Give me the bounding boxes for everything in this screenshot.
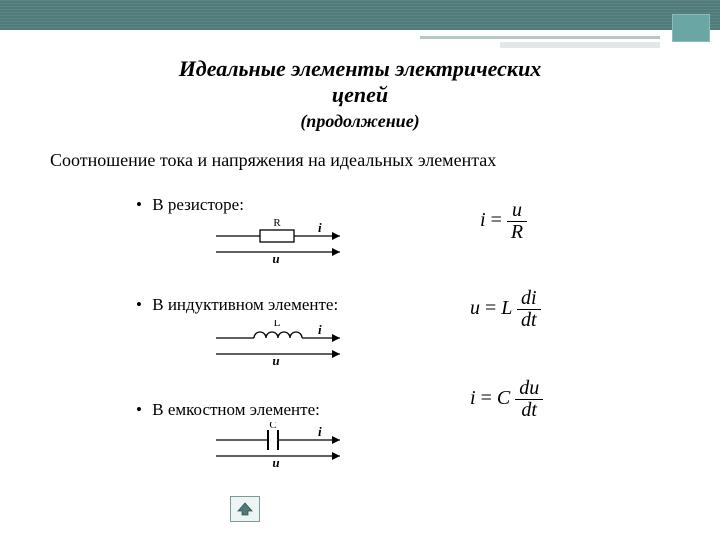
formula-r-lhs: i [480,209,486,231]
formula-r-den: R [507,221,527,243]
capacitor-u-label: u [272,455,279,468]
inductor-i-label: i [318,322,322,337]
formula-r-num: u [507,200,527,221]
resistor-diagram: R i u [210,218,360,264]
inductor-diagram: L i u [210,320,360,366]
slide-title: Идеальные элементы электрических цепей (… [0,56,720,132]
resistor-symbol: R [273,218,281,229]
bullet-capacitor: В емкостном элементе: [130,400,320,420]
inductor-symbol: L [274,320,281,329]
inductor-u-label: u [272,353,279,366]
formula-inductor: u = L di dt [470,288,541,331]
nav-up-button[interactable] [230,496,260,522]
formula-l-coef: L [501,297,512,319]
slide: Идеальные элементы электрических цепей (… [0,0,720,540]
bullet-capacitor-label: В емкостном элементе: [152,400,320,419]
formula-resistor: i = u R [480,200,527,243]
intro-text: Соотношение тока и напряжения на идеальн… [50,150,680,171]
capacitor-symbol: C [269,422,276,431]
bullet-inductor-label: В индуктивном элементе: [152,295,338,314]
formula-c-lhs: i [470,387,476,409]
capacitor-diagram: C i u [210,422,360,468]
formula-c-coef: C [497,387,510,409]
formula-l-lhs: u [470,297,480,319]
arrow-up-icon [237,502,253,516]
band-lines [0,0,720,30]
decoration-line-1 [420,36,660,39]
decoration-line-2 [500,42,660,48]
title-line-1: Идеальные элементы электрических [179,56,542,81]
top-decorative-band [0,0,720,30]
formula-c-den: dt [515,399,543,421]
formula-l-den: dt [517,309,541,331]
resistor-i-label: i [318,220,322,235]
formula-capacitor: i = C du dt [470,378,543,421]
bullet-resistor: В резисторе: [130,195,244,215]
resistor-u-label: u [272,251,279,264]
corner-accent-box [672,14,710,42]
title-line-2: цепей [0,82,720,108]
bullet-resistor-label: В резисторе: [152,195,244,214]
title-subtitle: (продолжение) [0,111,720,133]
formula-l-num: di [517,288,541,309]
bullet-inductor: В индуктивном элементе: [130,295,338,315]
formula-c-num: du [515,378,543,399]
capacitor-i-label: i [318,424,322,439]
